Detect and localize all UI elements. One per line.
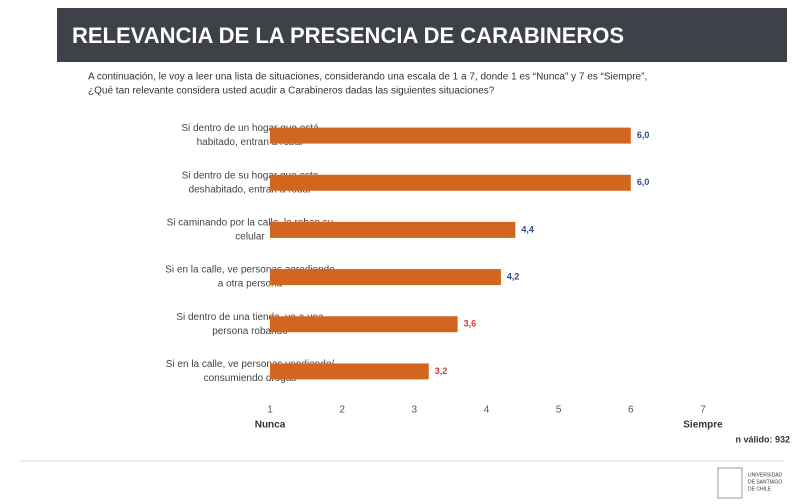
category-label: Si dentro de un hogar que está bbox=[181, 123, 319, 134]
x-tick-label: 7 bbox=[700, 405, 706, 416]
value-label: 6,0 bbox=[637, 130, 650, 140]
logo-text: DE SANTIAGO bbox=[748, 479, 782, 485]
category-label: Si en la calle, ve personas agrediendo bbox=[165, 265, 335, 276]
category-label: Si dentro de su hogar que esta bbox=[182, 170, 319, 181]
bar bbox=[270, 269, 501, 286]
category-label: consumiendo drogas bbox=[204, 373, 297, 384]
bar bbox=[270, 363, 429, 380]
category-label: a otra persona bbox=[218, 279, 283, 290]
header-bar bbox=[57, 8, 787, 62]
axis-end-label: Siempre bbox=[683, 420, 723, 431]
bar bbox=[270, 221, 516, 238]
category-label: celular bbox=[235, 232, 265, 243]
category-label: deshabitado, entran a robar bbox=[189, 184, 313, 195]
value-label: 3,6 bbox=[464, 319, 477, 329]
value-label: 4,2 bbox=[507, 271, 520, 281]
logo-text: DE CHILE bbox=[748, 486, 772, 492]
category-label: Si en la calle, ve personas vendiendo/ bbox=[166, 359, 335, 370]
logo-text: UNIVERSIDAD bbox=[748, 472, 783, 478]
bar bbox=[270, 316, 458, 333]
value-label: 3,2 bbox=[435, 366, 448, 376]
value-label: 4,4 bbox=[521, 224, 534, 234]
category-label: persona robando bbox=[212, 326, 288, 337]
x-tick-label: 3 bbox=[412, 405, 418, 416]
bar bbox=[270, 174, 631, 191]
subtitle: ¿Qué tan relevante considera usted acudi… bbox=[88, 86, 495, 97]
value-label: 6,0 bbox=[637, 177, 650, 187]
x-tick-label: 4 bbox=[484, 405, 490, 416]
x-tick-label: 5 bbox=[556, 405, 562, 416]
category-label: Si dentro de una tienda, ve a una bbox=[176, 312, 324, 323]
chart-title: RELEVANCIA DE LA PRESENCIA DE CARABINERO… bbox=[72, 23, 624, 48]
bar bbox=[270, 127, 631, 144]
category-label: Si caminando por la calle, le roban su bbox=[167, 218, 334, 229]
x-tick-label: 6 bbox=[628, 405, 634, 416]
axis-end-label: Nunca bbox=[255, 420, 286, 431]
x-tick-label: 2 bbox=[339, 405, 345, 416]
category-label: habitado, entran a robar bbox=[197, 137, 304, 148]
x-tick-label: 1 bbox=[267, 405, 273, 416]
sample-note: n válido: 932 bbox=[735, 434, 790, 444]
logo-emblem bbox=[717, 467, 743, 499]
subtitle: A continuación, le voy a leer una lista … bbox=[88, 72, 647, 83]
